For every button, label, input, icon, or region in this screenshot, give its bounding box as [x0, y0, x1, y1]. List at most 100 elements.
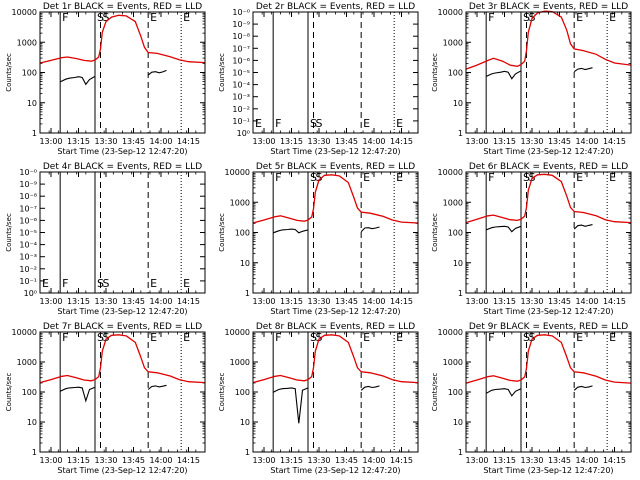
x-tick-label: 13:30	[520, 137, 543, 146]
y-tick-label: 1	[458, 129, 463, 138]
time-marker-label: S	[529, 331, 536, 344]
x-tick-label: 14:00	[149, 456, 172, 465]
time-marker-label: E	[255, 117, 262, 130]
time-marker-label: S	[316, 171, 323, 184]
y-tick-label: 10⁻⁰	[232, 8, 250, 17]
x-tick-label: 14:15	[390, 137, 413, 146]
series-events-line	[147, 384, 167, 390]
x-tick-label: 14:00	[575, 456, 598, 465]
x-tick-label: 13:15	[67, 137, 90, 146]
y-tick-label: 10	[240, 259, 250, 268]
x-axis-label: Start Time (23-Sep-12 12:47:20)	[57, 466, 187, 475]
y-tick-label: 1	[245, 289, 250, 298]
x-tick-label: 14:15	[603, 137, 626, 146]
y-tick-label: 100	[235, 229, 250, 238]
x-tick-label: 13:30	[307, 137, 330, 146]
x-tick-label: 13:30	[94, 297, 117, 306]
y-tick-label: 100	[22, 69, 37, 78]
time-marker-label: E	[363, 117, 370, 130]
y-tick-label: 10	[240, 418, 250, 427]
y-tick-label: 10000	[225, 168, 250, 177]
x-tick-label: 13:15	[493, 456, 516, 465]
time-marker-label: S	[316, 117, 323, 130]
x-tick-label: 14:00	[362, 297, 385, 306]
plot-frame	[465, 11, 632, 134]
time-marker-label: E	[183, 331, 190, 344]
time-marker-label: E	[576, 11, 583, 24]
series-events-line	[573, 67, 593, 73]
series-events-line	[273, 228, 309, 234]
y-tick-label: 10⁻⁴	[232, 81, 250, 90]
y-axis-label: Counts/sec	[5, 373, 13, 412]
x-tick-label: 13:15	[493, 297, 516, 306]
time-marker-label: F	[488, 331, 494, 344]
x-tick-label: 13:00	[465, 297, 488, 306]
y-axis-label: Counts/sec	[218, 373, 226, 412]
series-events-line	[485, 388, 522, 397]
time-marker-label: S	[103, 331, 110, 344]
y-axis-label: Counts/sec	[431, 53, 439, 92]
y-tick-label: 10⁻⁶	[19, 216, 37, 225]
time-marker-label: E	[150, 277, 157, 290]
y-tick-label: 1000	[17, 38, 37, 47]
time-marker-label: F	[275, 331, 281, 344]
x-tick-label: 14:15	[603, 456, 626, 465]
plot-frame	[39, 331, 206, 453]
plot-frame	[252, 331, 419, 453]
x-tick-label: 14:00	[362, 456, 385, 465]
y-tick-label: 10⁻⁸	[19, 192, 37, 201]
x-axis-label: Start Time (23-Sep-12 12:47:20)	[270, 307, 400, 316]
panel-title: Det 2r BLACK = Events, RED = LLD	[256, 2, 415, 12]
y-tick-label: 10⁻⁴	[19, 241, 37, 250]
plot-frame	[39, 11, 206, 134]
x-tick-label: 13:00	[39, 137, 62, 146]
series-events-line	[59, 75, 96, 86]
time-marker-label: S	[103, 11, 110, 24]
y-tick-label: 10⁻⁷	[19, 204, 37, 213]
time-marker-label: E	[150, 331, 157, 344]
series-lld-line	[465, 10, 632, 70]
y-tick-label: 1000	[443, 198, 463, 207]
y-tick-label: 10⁻¹	[19, 277, 37, 286]
x-tick-label: 13:15	[280, 297, 303, 306]
x-axis-label: Start Time (23-Sep-12 12:47:20)	[57, 307, 187, 316]
time-marker-label: S	[103, 277, 110, 290]
x-tick-label: 14:15	[177, 137, 200, 146]
y-tick-label: 1	[458, 289, 463, 298]
x-tick-label: 13:30	[94, 137, 117, 146]
series-events-line	[573, 224, 593, 230]
y-tick-label: 10	[453, 418, 463, 427]
y-tick-label: 1000	[443, 358, 463, 367]
x-tick-label: 13:45	[548, 297, 571, 306]
x-tick-label: 13:45	[122, 456, 145, 465]
y-tick-label: 100	[448, 388, 463, 397]
y-tick-label: 10⁻²	[232, 105, 250, 114]
series-events-line	[360, 385, 380, 391]
y-tick-label: 1	[32, 129, 37, 138]
x-tick-label: 13:00	[39, 456, 62, 465]
detector-panel: Det 1r BLACK = Events, RED = LLD 1 10 100 10…	[5, 2, 206, 156]
x-tick-label: 13:45	[548, 137, 571, 146]
y-tick-label: 1	[458, 448, 463, 457]
x-axis-label: Start Time (23-Sep-12 12:47:20)	[483, 147, 613, 156]
y-tick-label: 10⁻⁰	[19, 168, 37, 177]
y-tick-label: 10000	[438, 328, 463, 337]
time-marker-label: F	[275, 117, 281, 130]
time-marker-label: E	[609, 331, 616, 344]
plot-frame	[252, 171, 419, 294]
y-tick-label: 10⁻⁸	[232, 32, 250, 41]
y-tick-label: 100	[235, 388, 250, 397]
y-tick-label: 10⁻¹	[232, 117, 250, 126]
x-tick-label: 13:45	[548, 456, 571, 465]
x-tick-label: 13:00	[252, 297, 275, 306]
series-lld-line	[465, 334, 632, 384]
y-axis-label: Counts/sec	[5, 53, 13, 92]
time-marker-label: S	[529, 171, 536, 184]
detector-panel: Det 6r BLACK = Events, RED = LLD 1 10 100 10…	[431, 162, 632, 316]
x-tick-label: 13:15	[67, 297, 90, 306]
time-marker-label: E	[183, 11, 190, 24]
x-tick-label: 13:45	[335, 456, 358, 465]
y-tick-label: 1000	[443, 38, 463, 47]
x-tick-label: 14:15	[177, 456, 200, 465]
